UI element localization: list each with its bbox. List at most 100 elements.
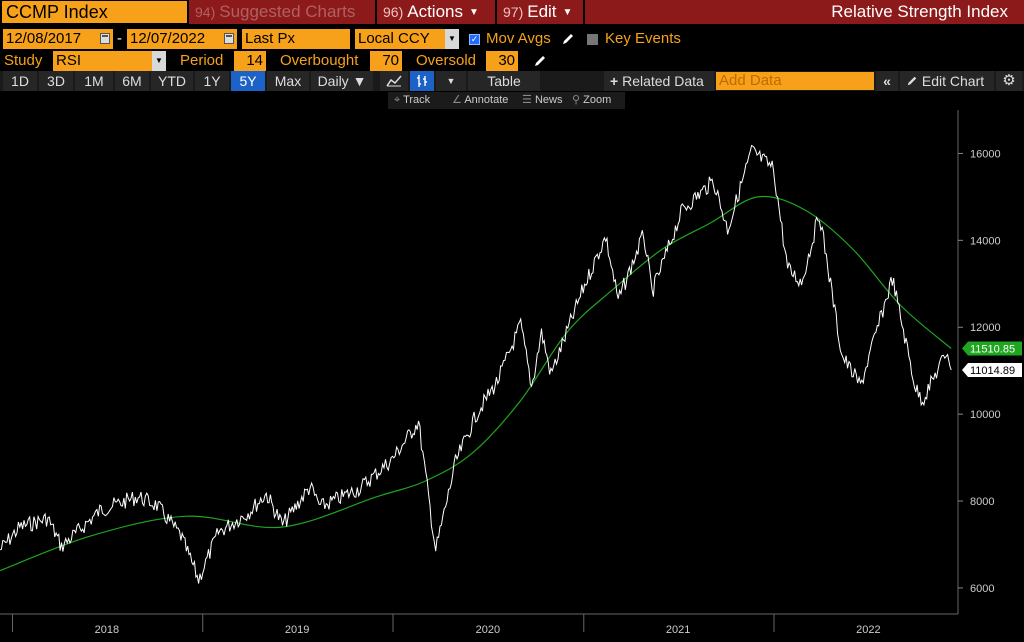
related-data-button[interactable]: + Related Data bbox=[604, 71, 714, 91]
y-tick-label: 8000 bbox=[970, 496, 994, 508]
range-1m[interactable]: 1M bbox=[75, 71, 113, 91]
chart-canvas[interactable]: 6000 8000 10000 12000 14000 16000 2018 2019 202… bbox=[0, 110, 1024, 642]
line-chart-icon[interactable] bbox=[380, 71, 408, 91]
range-6m[interactable]: 6M bbox=[115, 71, 149, 91]
date-separator: - bbox=[117, 30, 122, 47]
key-events-label[interactable]: Key Events bbox=[605, 30, 681, 47]
settings-row: 12/08/2017 - 12/07/2022 Last Px Local CC… bbox=[0, 29, 1024, 51]
study-select[interactable]: RSI ▼ bbox=[53, 51, 166, 71]
range-1y[interactable]: 1Y bbox=[195, 71, 229, 91]
news-icon: ☰ bbox=[522, 94, 532, 106]
crosshair-icon: ⌖ bbox=[394, 94, 401, 106]
range-5y[interactable]: 5Y bbox=[231, 71, 265, 91]
x-tick-label: 2021 bbox=[666, 624, 690, 636]
frequency-value: Daily bbox=[317, 73, 349, 89]
track-tool[interactable]: ⌖ Track bbox=[394, 92, 430, 109]
suggested-charts-label: Suggested Charts bbox=[219, 2, 356, 21]
chart-type-dropdown[interactable]: ▼ bbox=[436, 71, 466, 91]
actions-number: 96) bbox=[383, 4, 404, 20]
add-data-input[interactable]: Add Data bbox=[716, 72, 874, 90]
end-date-field[interactable]: 12/07/2022 bbox=[127, 29, 237, 49]
actions-label: Actions bbox=[407, 2, 463, 21]
gear-icon[interactable]: ⚙ bbox=[996, 71, 1022, 91]
menu-divider bbox=[375, 0, 377, 24]
chevron-down-icon[interactable]: ▼ bbox=[445, 29, 459, 49]
mov-avgs-checkbox[interactable]: ✓ bbox=[469, 34, 480, 45]
x-axis: 2018 2019 2020 2021 2022 bbox=[0, 613, 958, 636]
chart-toolbar: 1D 3D 1M 6M YTD 1Y 5Y Max Daily ▼ ▼ Tabl… bbox=[0, 71, 1024, 91]
collapse-icon[interactable]: « bbox=[876, 71, 898, 91]
pencil-icon[interactable] bbox=[533, 54, 547, 68]
edit-number: 97) bbox=[503, 4, 524, 20]
period-label: Period bbox=[180, 52, 224, 69]
range-ytd[interactable]: YTD bbox=[151, 71, 193, 91]
ticker-field[interactable]: CCMP Index bbox=[2, 1, 187, 23]
series-layer bbox=[0, 144, 952, 584]
zoom-tool[interactable]: ⚲ Zoom bbox=[572, 92, 611, 109]
pencil-icon[interactable] bbox=[561, 32, 575, 46]
edit-label: Edit bbox=[527, 2, 557, 21]
overbought-label: Overbought bbox=[280, 52, 359, 69]
x-tick-label: 2020 bbox=[476, 624, 500, 636]
x-tick-label: 2018 bbox=[95, 624, 119, 636]
chevron-down-icon[interactable]: ▼ bbox=[152, 51, 166, 71]
frequency-select[interactable]: Daily ▼ bbox=[311, 71, 373, 91]
bar-chart-icon[interactable] bbox=[410, 71, 434, 91]
oversold-input[interactable]: 30 bbox=[486, 51, 518, 71]
zoom-label: Zoom bbox=[583, 94, 612, 106]
currency-select[interactable]: Local CCY ▼ bbox=[355, 29, 459, 49]
menu-divider bbox=[495, 0, 497, 24]
overbought-input[interactable]: 70 bbox=[370, 51, 402, 71]
y-tick-label: 14000 bbox=[970, 235, 1001, 247]
key-events-checkbox[interactable] bbox=[587, 34, 598, 45]
oversold-label: Oversold bbox=[416, 52, 477, 69]
price-line bbox=[0, 144, 952, 584]
x-tick-label: 2022 bbox=[856, 624, 880, 636]
menu-divider bbox=[583, 0, 585, 24]
ma-last-value-bg bbox=[962, 341, 1022, 356]
range-1d[interactable]: 1D bbox=[3, 71, 37, 91]
study-row: Study RSI ▼ Period 14 Overbought 70 Overs… bbox=[0, 51, 1024, 71]
suggested-charts-number: 94) bbox=[195, 4, 216, 20]
edit-chart-button[interactable]: Edit Chart bbox=[900, 71, 994, 91]
chevron-down-icon: ▼ bbox=[562, 6, 573, 18]
line-chart-glyph bbox=[386, 75, 402, 87]
calendar-icon[interactable] bbox=[100, 33, 110, 44]
range-3d[interactable]: 3D bbox=[39, 71, 73, 91]
price-last-value-text: 11014.89 bbox=[970, 365, 1015, 377]
range-max[interactable]: Max bbox=[267, 71, 309, 91]
news-label: News bbox=[534, 94, 563, 106]
actions-menu[interactable]: 96) Actions ▼ bbox=[383, 0, 479, 24]
menu-bar: 94) Suggested Charts 96) Actions ▼ 97) Edit ▼… bbox=[189, 0, 1024, 24]
price-last-value: 11014.89 bbox=[962, 363, 1022, 378]
calendar-icon[interactable] bbox=[224, 33, 234, 44]
price-last-value-bg bbox=[962, 363, 1022, 378]
annotate-tool[interactable]: ∠ Annotate bbox=[452, 92, 508, 109]
news-tool[interactable]: ☰ News bbox=[522, 92, 562, 109]
suggested-charts-menu[interactable]: 94) Suggested Charts bbox=[195, 0, 355, 24]
price-field-select[interactable]: Last Px bbox=[242, 29, 350, 49]
pencil-icon bbox=[907, 76, 917, 86]
magnifier-icon: ⚲ bbox=[572, 94, 581, 106]
moving-average-line bbox=[0, 195, 952, 572]
start-date-value: 12/08/2017 bbox=[6, 30, 82, 47]
y-tick-label: 16000 bbox=[970, 148, 1001, 160]
price-chart[interactable]: 6000 8000 10000 12000 14000 16000 2018 2019 202… bbox=[0, 110, 1024, 642]
edit-menu[interactable]: 97) Edit ▼ bbox=[503, 0, 572, 24]
track-label: Track bbox=[403, 94, 431, 106]
title-bar: CCMP Index 94) Suggested Charts 96) Action… bbox=[0, 0, 1024, 24]
ohlc-glyph bbox=[417, 75, 427, 87]
mov-avgs-label[interactable]: Mov Avgs bbox=[486, 30, 551, 47]
y-tick-label: 12000 bbox=[970, 322, 1001, 334]
start-date-field[interactable]: 12/08/2017 bbox=[3, 29, 113, 49]
y-tick-label: 10000 bbox=[970, 409, 1001, 421]
study-title: Relative Strength Index bbox=[831, 2, 1008, 21]
x-tick-label: 2019 bbox=[285, 624, 309, 636]
plus-icon: + bbox=[610, 73, 619, 89]
period-input[interactable]: 14 bbox=[234, 51, 266, 71]
study-value: RSI bbox=[56, 52, 82, 69]
table-button[interactable]: Table bbox=[468, 71, 540, 91]
edit-chart-label: Edit Chart bbox=[921, 73, 985, 89]
study-label: Study bbox=[4, 52, 43, 69]
chevron-down-icon: ▼ bbox=[352, 73, 367, 89]
